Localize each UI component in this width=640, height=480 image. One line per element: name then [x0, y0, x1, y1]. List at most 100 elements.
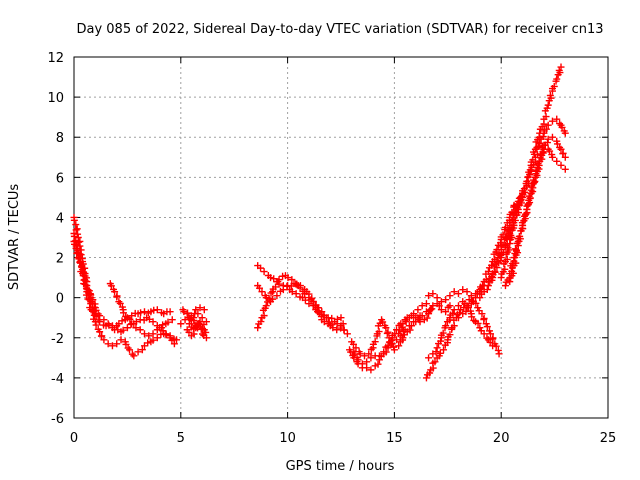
data-point — [116, 299, 124, 307]
data-point — [501, 282, 509, 290]
data-point — [126, 346, 134, 354]
data-point — [119, 326, 127, 334]
data-point — [138, 346, 146, 354]
data-point — [76, 258, 84, 266]
data-point — [433, 294, 441, 302]
series-track-20 — [506, 141, 569, 286]
data-point — [80, 276, 88, 284]
data-point — [436, 349, 444, 357]
data-point — [433, 344, 441, 352]
series-track-5 — [177, 304, 210, 342]
plot-frame — [73, 56, 609, 419]
data-point — [561, 153, 569, 161]
data-point — [126, 315, 134, 323]
data-point — [449, 309, 457, 317]
data-point — [514, 242, 522, 250]
data-point — [168, 316, 176, 324]
data-point — [301, 290, 309, 298]
data-point — [199, 330, 207, 338]
data-point — [484, 268, 492, 276]
data-point — [108, 342, 116, 350]
data-point — [374, 360, 382, 368]
data-point — [272, 283, 280, 291]
data-point — [428, 305, 436, 313]
data-point — [450, 288, 458, 296]
data-point — [501, 265, 509, 273]
data-point — [544, 121, 552, 129]
data-point — [548, 153, 556, 161]
data-point — [535, 142, 543, 150]
data-point — [360, 352, 368, 360]
data-point — [526, 171, 534, 179]
data-point — [74, 254, 82, 262]
data-point — [529, 184, 537, 192]
y-tick-labels: -6 -4 -2 0 2 4 6 8 10 12 — [47, 51, 64, 427]
data-point — [379, 318, 387, 326]
data-point — [153, 334, 161, 342]
data-point — [305, 300, 313, 308]
data-point — [337, 314, 345, 322]
data-point — [487, 330, 495, 338]
data-point — [442, 308, 450, 316]
data-point — [388, 340, 396, 348]
data-point — [496, 239, 504, 247]
y-tick-label: 12 — [47, 51, 64, 66]
data-point — [410, 318, 418, 326]
data-point — [288, 288, 296, 296]
data-point — [422, 300, 430, 308]
y-axis-label: SDTVAR / TECUs — [7, 184, 22, 291]
data-point — [339, 320, 347, 328]
data-point — [145, 332, 153, 340]
series-track-17 — [476, 63, 565, 302]
data-point — [474, 319, 482, 327]
data-point — [200, 331, 208, 339]
data-point — [442, 296, 450, 304]
data-point — [544, 101, 552, 109]
data-point — [480, 315, 488, 323]
data-point — [134, 348, 142, 356]
data-point — [414, 306, 422, 314]
data-point — [363, 364, 371, 372]
data-point — [454, 314, 462, 322]
data-point — [488, 261, 496, 269]
data-point — [454, 290, 462, 298]
data-point — [191, 310, 199, 318]
data-point — [515, 232, 523, 240]
data-point — [111, 288, 119, 296]
data-point — [351, 350, 359, 358]
data-point — [153, 326, 161, 334]
data-point — [548, 133, 556, 141]
data-point — [162, 330, 170, 338]
data-point — [113, 293, 121, 301]
data-point — [450, 306, 458, 314]
data-point — [309, 297, 317, 305]
data-point — [521, 188, 529, 196]
data-point — [480, 330, 488, 338]
data-point — [454, 302, 462, 310]
data-point — [523, 205, 531, 213]
data-point — [426, 369, 434, 377]
data-point — [427, 306, 435, 314]
data-point — [425, 292, 433, 300]
data-point — [267, 289, 275, 297]
data-point — [446, 302, 454, 310]
data-point — [527, 167, 535, 175]
data-point — [542, 125, 550, 133]
data-point — [380, 348, 388, 356]
y-tick-label: 6 — [56, 171, 64, 186]
data-point — [279, 286, 287, 294]
data-point — [459, 298, 467, 306]
data-point — [72, 226, 80, 234]
data-point — [120, 309, 128, 317]
data-point — [383, 329, 391, 337]
data-point — [559, 150, 567, 158]
data-point — [491, 268, 499, 276]
data-point — [145, 315, 153, 323]
data-point — [440, 346, 448, 354]
data-point — [365, 350, 373, 358]
data-point — [89, 307, 97, 315]
data-point — [265, 294, 273, 302]
data-point — [468, 297, 476, 305]
data-point — [92, 306, 100, 314]
data-point — [367, 366, 375, 374]
